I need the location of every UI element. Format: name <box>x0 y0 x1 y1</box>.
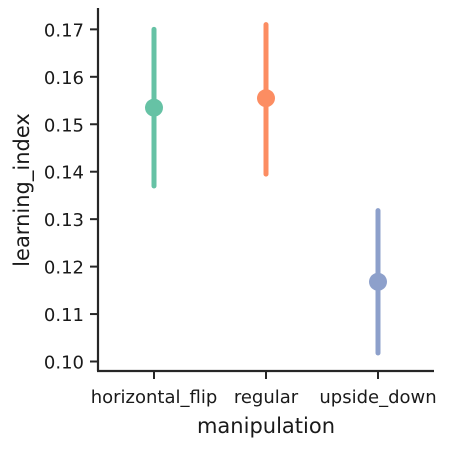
x-axis-label: manipulation <box>197 414 335 438</box>
point-regular <box>257 89 275 108</box>
x-axis-ticks: horizontal_flip regular upside_down <box>91 371 437 408</box>
y-tick-label: 0.12 <box>44 258 84 279</box>
point-upside-down <box>369 272 387 291</box>
x-tick-label: regular <box>234 387 299 408</box>
y-axis-ticks: 0.10 0.11 0.12 0.13 0.14 0.15 0.16 0.17 <box>44 20 98 374</box>
y-tick-label: 0.10 <box>44 353 84 374</box>
y-tick-label: 0.13 <box>44 210 84 231</box>
y-tick-label: 0.17 <box>44 20 84 41</box>
y-axis-label: learning_index <box>10 113 35 267</box>
y-tick-label: 0.14 <box>44 163 84 184</box>
x-tick-label: upside_down <box>319 387 436 408</box>
x-tick-label: horizontal_flip <box>91 387 218 408</box>
point-horizontal-flip <box>145 98 163 117</box>
y-tick-label: 0.15 <box>44 115 84 136</box>
y-tick-label: 0.16 <box>44 68 84 89</box>
y-tick-label: 0.11 <box>44 305 84 326</box>
data-marks <box>145 22 387 356</box>
